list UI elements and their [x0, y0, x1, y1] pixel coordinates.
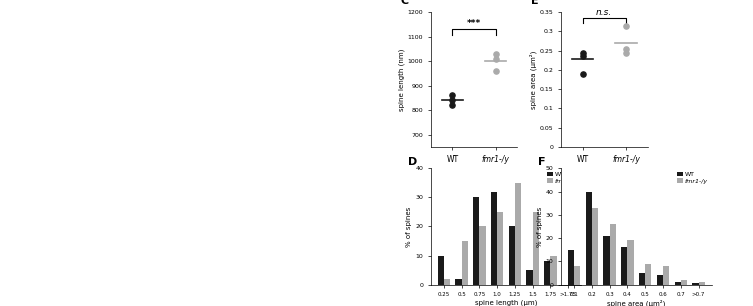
Point: [489, 51, 501, 56]
Y-axis label: % of spines: % of spines: [537, 206, 543, 247]
Bar: [621, 247, 627, 285]
Legend: WT, fmr1-/y: WT, fmr1-/y: [677, 171, 709, 184]
Point: [620, 46, 632, 51]
Bar: [526, 270, 532, 285]
Text: n.s.: n.s.: [596, 8, 612, 17]
Point: [577, 54, 589, 59]
Bar: [603, 236, 610, 285]
Bar: [610, 224, 616, 285]
Bar: [574, 266, 581, 285]
X-axis label: spine length (μm): spine length (μm): [475, 300, 537, 306]
Y-axis label: spine area (μm²): spine area (μm²): [529, 50, 537, 109]
Text: D: D: [408, 157, 417, 167]
Bar: [569, 270, 575, 285]
Bar: [681, 280, 687, 285]
Bar: [562, 282, 569, 285]
Bar: [444, 279, 450, 285]
Text: E: E: [531, 0, 538, 6]
Bar: [550, 256, 556, 285]
Point: [447, 98, 459, 103]
Point: [620, 23, 632, 28]
Text: F: F: [538, 157, 546, 167]
Bar: [491, 192, 497, 285]
Bar: [699, 282, 705, 285]
Bar: [497, 212, 503, 285]
Bar: [509, 226, 515, 285]
Bar: [675, 282, 681, 285]
Bar: [480, 226, 486, 285]
Point: [620, 50, 632, 55]
Bar: [568, 250, 574, 285]
Bar: [456, 279, 462, 285]
Point: [447, 103, 459, 108]
Bar: [645, 264, 651, 285]
Y-axis label: spine length (nm): spine length (nm): [398, 48, 404, 111]
Bar: [627, 241, 633, 285]
Bar: [692, 283, 699, 285]
Point: [447, 93, 459, 98]
Text: ***: ***: [467, 19, 481, 28]
Text: C: C: [401, 0, 409, 6]
X-axis label: spine area (μm²): spine area (μm²): [607, 300, 666, 306]
Bar: [515, 183, 521, 285]
Y-axis label: % of spines: % of spines: [407, 206, 413, 247]
Point: [489, 56, 501, 61]
Bar: [437, 256, 444, 285]
Bar: [639, 273, 645, 285]
Bar: [592, 208, 598, 285]
Bar: [462, 241, 468, 285]
Legend: WT, fmr1-/y: WT, fmr1-/y: [547, 171, 578, 184]
Point: [577, 71, 589, 76]
Bar: [532, 212, 539, 285]
Point: [577, 50, 589, 55]
Bar: [657, 275, 663, 285]
Bar: [473, 197, 480, 285]
Bar: [663, 266, 669, 285]
Point: [489, 69, 501, 73]
Bar: [586, 192, 592, 285]
Bar: [544, 261, 550, 285]
